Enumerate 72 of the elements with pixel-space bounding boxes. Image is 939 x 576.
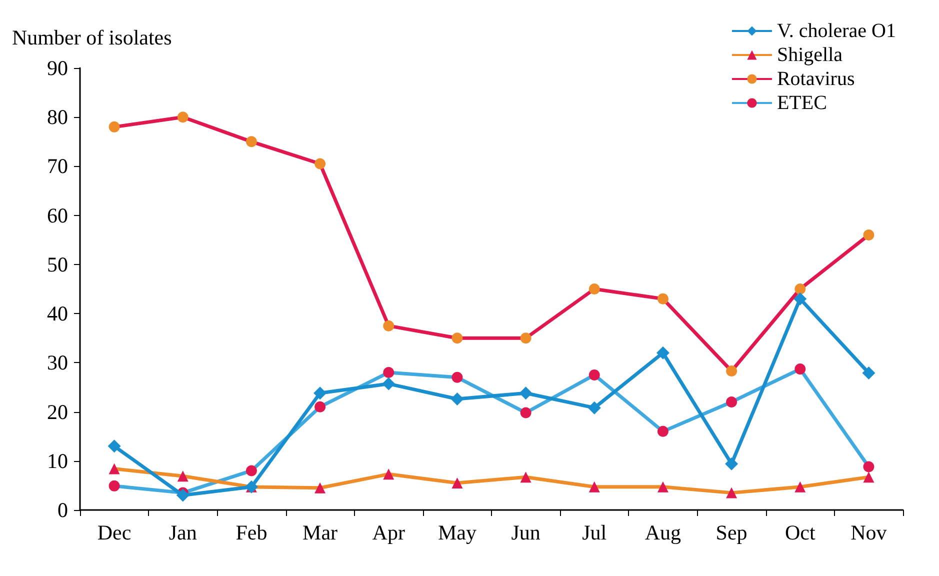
x-tick-label: Jul bbox=[582, 520, 607, 544]
point bbox=[725, 457, 738, 470]
x-tick-label: Nov bbox=[850, 520, 888, 544]
point bbox=[314, 401, 326, 412]
point bbox=[726, 487, 738, 498]
y-tick-label: 30 bbox=[47, 350, 68, 375]
y-tick-label: 60 bbox=[47, 203, 68, 228]
point bbox=[588, 369, 600, 380]
point bbox=[863, 472, 874, 483]
x-tick-label: Mar bbox=[302, 520, 338, 544]
point bbox=[383, 320, 394, 332]
point bbox=[176, 488, 190, 502]
point bbox=[177, 112, 188, 123]
point bbox=[794, 481, 806, 492]
point bbox=[314, 158, 326, 170]
x-tick-label: Jun bbox=[511, 520, 541, 544]
legend-label: ETEC bbox=[776, 92, 827, 114]
y-tick-label: 90 bbox=[47, 56, 68, 80]
point bbox=[588, 284, 600, 294]
point bbox=[177, 470, 188, 482]
y-tick-label: 70 bbox=[47, 154, 68, 178]
point bbox=[314, 386, 327, 400]
point bbox=[452, 477, 463, 488]
point bbox=[519, 386, 532, 400]
point bbox=[862, 366, 876, 380]
y-tick-label: 10 bbox=[47, 448, 68, 473]
point bbox=[794, 284, 806, 294]
point bbox=[726, 396, 738, 408]
y-tick-label: 50 bbox=[47, 252, 68, 276]
point bbox=[108, 440, 121, 453]
point bbox=[657, 426, 668, 437]
point bbox=[794, 364, 806, 375]
y-tick-label: 0 bbox=[58, 498, 68, 522]
point bbox=[108, 480, 120, 492]
point bbox=[520, 407, 532, 418]
legend-label: Rotavirus bbox=[776, 68, 855, 90]
x-tick-label: Dec bbox=[97, 520, 132, 544]
y-tick-label: 40 bbox=[47, 302, 68, 326]
point bbox=[450, 392, 464, 406]
point bbox=[657, 293, 668, 304]
legend-label: V. cholerae O1 bbox=[776, 20, 896, 42]
point bbox=[863, 229, 874, 240]
point bbox=[452, 332, 463, 344]
y-axis-title: Number of isolates bbox=[12, 26, 172, 50]
x-tick-label: Feb bbox=[236, 520, 268, 544]
point bbox=[588, 401, 601, 414]
y-tick-label: 20 bbox=[47, 400, 68, 424]
point bbox=[520, 332, 532, 344]
legend-label: Shigella bbox=[776, 44, 843, 66]
point bbox=[656, 346, 670, 360]
point bbox=[246, 136, 257, 148]
x-tick-label: Sep bbox=[716, 520, 748, 544]
point bbox=[108, 463, 120, 474]
x-tick-label: Aug bbox=[644, 520, 682, 544]
point bbox=[383, 468, 394, 480]
point bbox=[452, 372, 463, 383]
point bbox=[726, 366, 738, 377]
x-tick-label: Apr bbox=[372, 520, 405, 544]
x-tick-label: Jan bbox=[168, 520, 198, 544]
point bbox=[314, 482, 326, 494]
x-tick-label: May bbox=[438, 520, 477, 544]
point bbox=[383, 366, 394, 378]
point bbox=[108, 121, 120, 132]
point bbox=[657, 481, 668, 492]
point bbox=[246, 465, 257, 476]
point bbox=[382, 377, 396, 390]
x-tick-label: Oct bbox=[784, 520, 816, 544]
point bbox=[863, 461, 874, 472]
point bbox=[588, 481, 600, 492]
point bbox=[794, 292, 807, 306]
point bbox=[520, 472, 532, 483]
y-tick-label: 80 bbox=[47, 105, 68, 130]
